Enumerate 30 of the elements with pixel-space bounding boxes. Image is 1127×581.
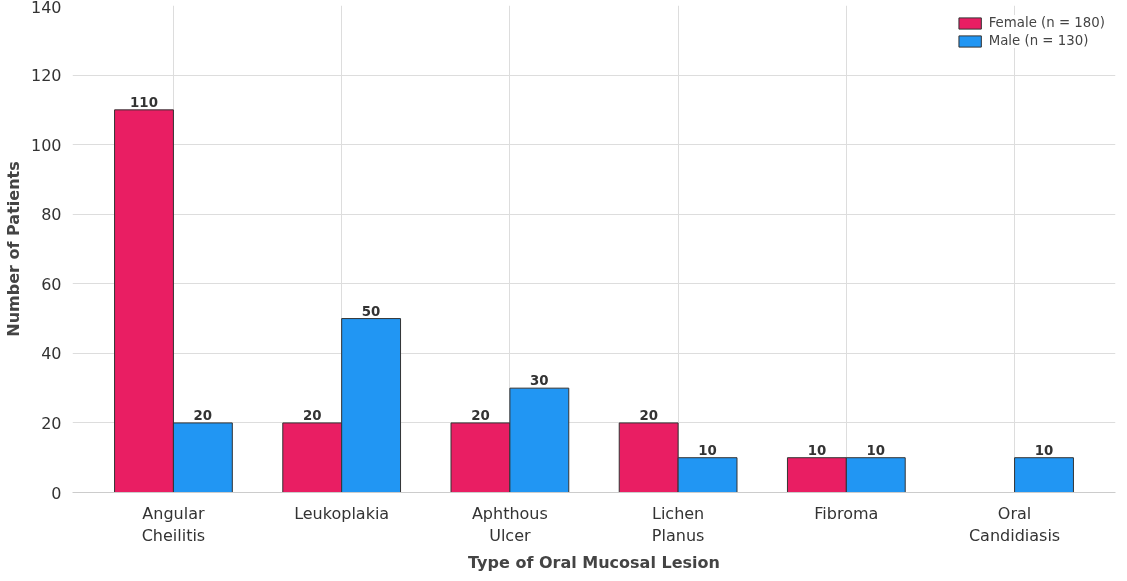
x-tick-label: Aphthous Ulcer (471, 503, 548, 546)
y-tick-label: 60 (41, 274, 62, 294)
x-axis-title: Type of Oral Mucosal Lesion (468, 553, 720, 573)
x-tick-label: Lichen Planus (651, 503, 705, 546)
x-tick-label: Leukoplakia (294, 503, 390, 523)
y-tick-label: 40 (41, 344, 62, 364)
data-label: 50 (361, 303, 381, 319)
data-label: 10 (807, 442, 827, 458)
data-label: 20 (302, 407, 322, 423)
data-label: 10 (698, 442, 717, 458)
y-tick-label: 20 (41, 413, 62, 433)
data-label: 20 (193, 407, 213, 423)
legend-label: Male (n = 130) (988, 33, 1089, 48)
y-tick-label: 80 (41, 205, 62, 225)
legend-label: Female (n = 180) (988, 15, 1105, 30)
x-tick-label: Fibroma (814, 503, 879, 523)
data-label: 10 (866, 442, 886, 458)
data-label: 110 (130, 94, 158, 110)
data-label: 20 (639, 407, 658, 423)
bar (1014, 457, 1074, 493)
data-label: 20 (471, 407, 490, 423)
data-label: 10 (1034, 442, 1054, 458)
y-axis-title: Number of Patients (3, 161, 23, 337)
y-tick-label: 0 (51, 483, 62, 503)
x-tick-label: Angular Cheilitis (141, 503, 206, 546)
x-tick-label: Oral Candidiasis (968, 503, 1061, 546)
y-tick-label: 120 (30, 66, 62, 86)
data-label: 30 (530, 373, 549, 389)
y-tick-label: 100 (30, 135, 62, 155)
y-tick-label: 140 (30, 0, 62, 17)
